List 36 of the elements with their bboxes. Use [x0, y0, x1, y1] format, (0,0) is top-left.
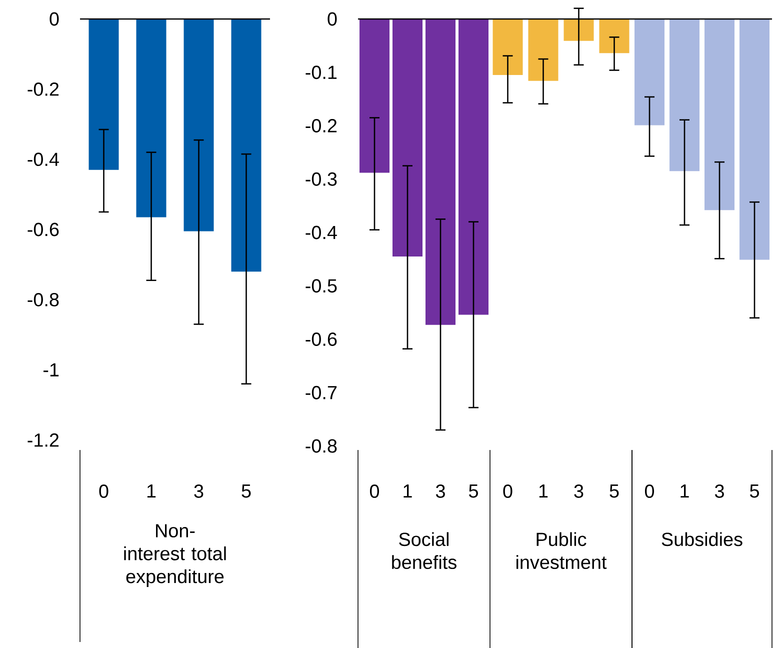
x-tick-label: 5	[242, 484, 251, 498]
y-tick-label: 0	[50, 12, 59, 26]
x-tick-label: 1	[539, 484, 548, 498]
x-axis-title: Subsidies	[662, 532, 742, 546]
y-tick-label: -0.3	[306, 172, 337, 186]
y-tick-label: -0.8	[28, 292, 59, 306]
y-tick-label: -0.7	[306, 386, 337, 400]
y-tick-label: -0.5	[306, 278, 337, 292]
x-tick-label: 5	[750, 484, 759, 498]
x-tick-label: 0	[370, 484, 380, 498]
y-tick-label: -0.4	[28, 152, 59, 166]
x-axis-title: Non-interest total expenditure	[124, 524, 226, 587]
y-tick-label: -0.2	[306, 118, 337, 132]
x-tick-label: 5	[610, 484, 619, 498]
x-tick-label: 0	[644, 484, 654, 498]
y-tick-label: -0.8	[306, 439, 337, 453]
x-tick-label: 3	[194, 484, 204, 498]
x-tick-label: 5	[468, 484, 478, 498]
x-tick-label: 1	[680, 484, 689, 498]
x-tick-label: 1	[404, 484, 412, 498]
x-axis-title: Public investment	[516, 532, 607, 569]
x-tick-label: 3	[436, 484, 445, 498]
y-tick-label: -0.1	[306, 65, 337, 79]
y-tick-label: -1.2	[28, 433, 59, 446]
x-tick-label: 1	[147, 484, 156, 498]
x-tick-label: 0	[503, 484, 512, 498]
y-tick-label: 0	[328, 12, 337, 26]
x-axis-title: Social benefits	[392, 532, 456, 569]
y-tick-label: -0.6	[306, 332, 337, 346]
y-tick-label: -0.4	[306, 226, 337, 240]
y-tick-label: -0.6	[28, 222, 59, 236]
x-tick-label: 3	[574, 484, 584, 498]
y-tick-label: -1	[44, 363, 59, 376]
x-tick-label: 3	[714, 484, 724, 498]
x-tick-label: 0	[99, 484, 108, 498]
y-tick-label: -0.2	[28, 82, 59, 96]
